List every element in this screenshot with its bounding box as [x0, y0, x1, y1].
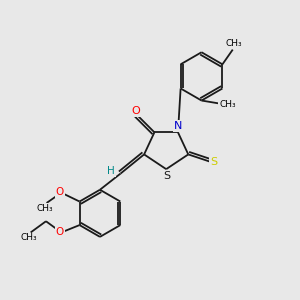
Text: CH₃: CH₃ — [219, 100, 236, 109]
Text: S: S — [163, 171, 170, 181]
Text: N: N — [174, 121, 183, 131]
Text: O: O — [56, 187, 64, 197]
Text: CH₃: CH₃ — [37, 204, 53, 213]
Text: O: O — [56, 227, 64, 237]
Text: O: O — [131, 106, 140, 116]
Text: S: S — [210, 157, 218, 167]
Text: H: H — [107, 166, 115, 176]
Text: CH₃: CH₃ — [21, 233, 38, 242]
Text: CH₃: CH₃ — [226, 39, 242, 48]
